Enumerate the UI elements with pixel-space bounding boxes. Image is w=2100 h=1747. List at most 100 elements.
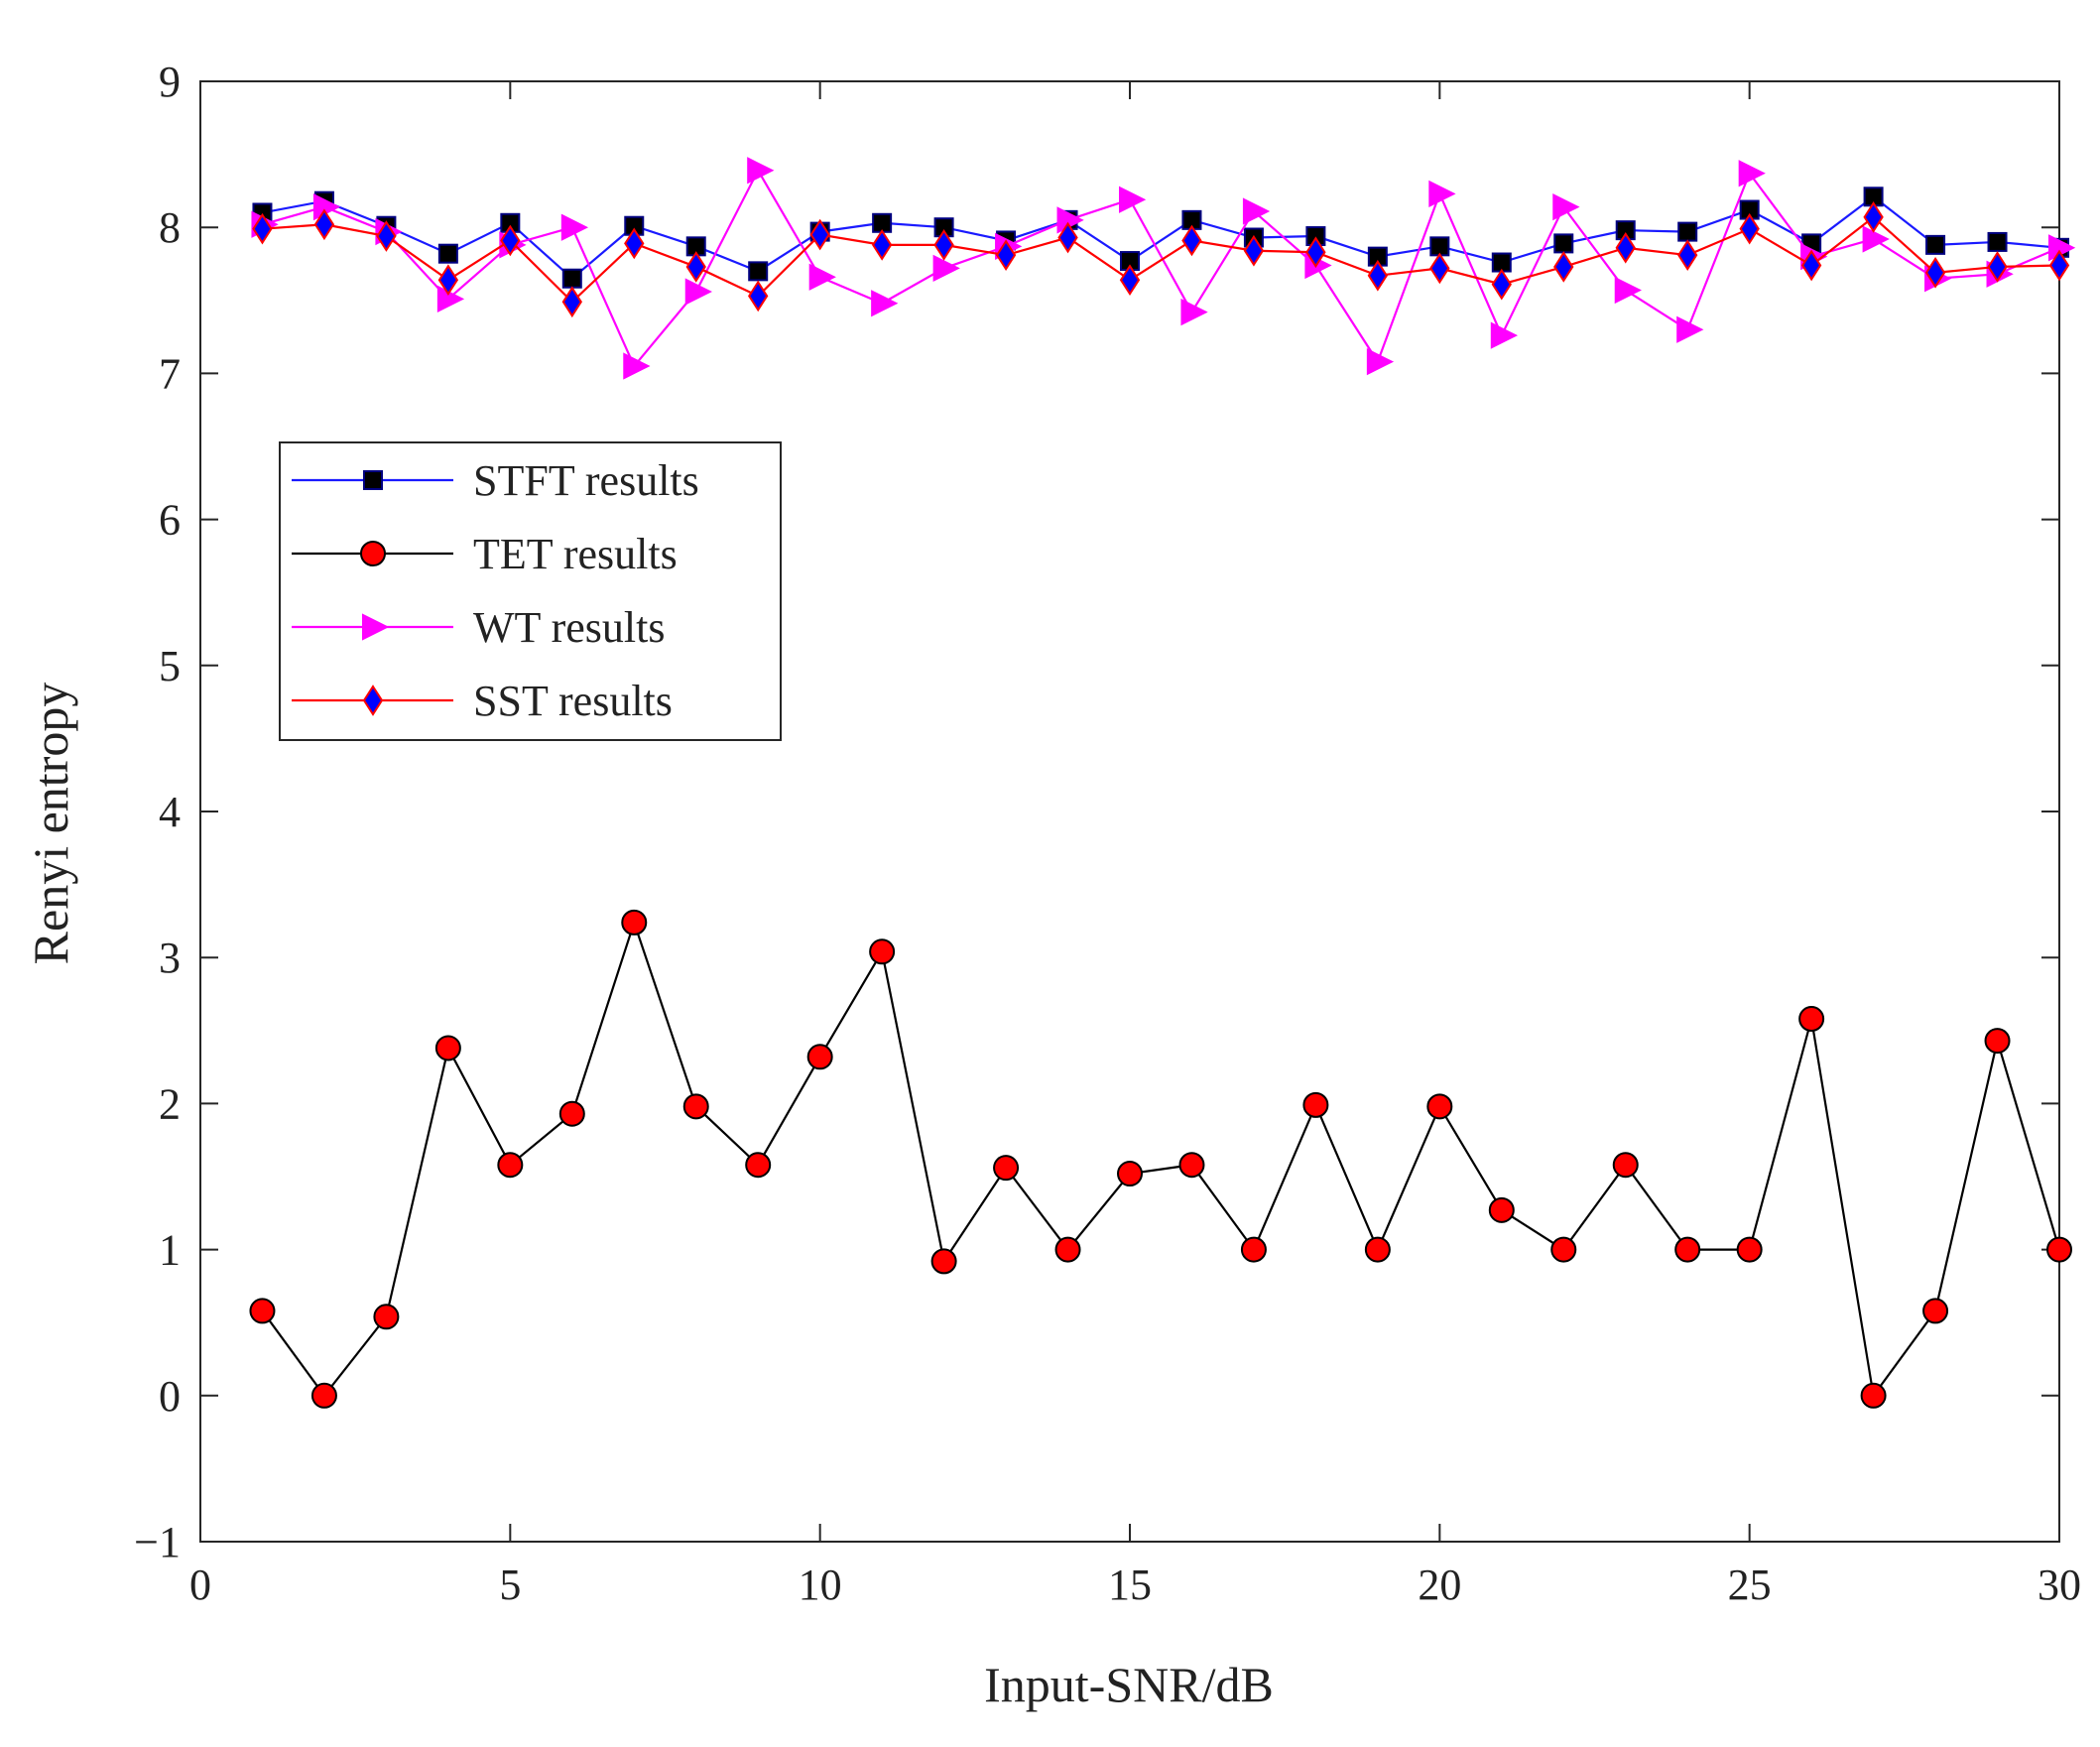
data-point-tet-results xyxy=(1240,1236,1267,1263)
data-point-wt-results xyxy=(747,157,775,185)
data-point-tet-results xyxy=(930,1248,957,1275)
data-point-tet-results xyxy=(1117,1161,1143,1187)
data-point-wt-results xyxy=(1862,225,1890,253)
legend-marker-sst-results xyxy=(362,685,384,716)
series-line-tet-results xyxy=(261,919,2061,1399)
data-point-tet-results xyxy=(993,1155,1020,1182)
data-point-tet-results xyxy=(373,1304,400,1330)
data-point-tet-results xyxy=(621,909,648,936)
data-point-tet-results xyxy=(1798,1006,1825,1033)
data-point-wt-results xyxy=(1614,276,1642,305)
data-point-tet-results xyxy=(1674,1236,1701,1263)
data-point-stft-results xyxy=(561,268,582,289)
data-point-sst-results xyxy=(995,239,1017,272)
data-point-wt-results xyxy=(436,285,465,312)
data-point-sst-results xyxy=(748,280,769,312)
data-point-sst-results xyxy=(1243,234,1265,267)
data-point-wt-results xyxy=(1119,186,1147,213)
data-point-stft-results xyxy=(1925,234,1946,255)
data-point-tet-results xyxy=(1054,1236,1081,1263)
data-point-tet-results xyxy=(434,1035,461,1061)
data-point-sst-results xyxy=(1429,252,1450,285)
data-point-sst-results xyxy=(1800,249,1822,282)
y-tick-label: 6 xyxy=(159,496,181,545)
data-point-tet-results xyxy=(249,1298,276,1324)
data-point-sst-results xyxy=(1924,256,1946,289)
data-point-tet-results xyxy=(806,1044,833,1070)
y-tick-label: 3 xyxy=(159,934,181,982)
data-point-wt-results xyxy=(1490,321,1519,349)
y-tick-label: 4 xyxy=(159,788,181,836)
legend-label-wt-results: WT results xyxy=(473,603,666,652)
data-point-sst-results xyxy=(624,227,645,260)
data-point-wt-results xyxy=(684,278,712,306)
x-axis-label: Input-SNR/dB xyxy=(984,1657,1274,1712)
y-tick-label: 1 xyxy=(159,1226,181,1275)
series-sst-results xyxy=(252,201,2070,318)
data-point-tet-results xyxy=(1612,1152,1639,1179)
y-tick-label: 2 xyxy=(159,1079,181,1128)
data-point-sst-results xyxy=(561,286,582,318)
data-point-wt-results xyxy=(1552,192,1580,221)
data-point-tet-results xyxy=(310,1382,337,1409)
data-point-sst-results xyxy=(1987,251,2008,283)
series-wt-results xyxy=(251,157,2076,380)
y-tick-label: 9 xyxy=(159,58,181,106)
legend-marker-tet-results xyxy=(360,541,386,566)
data-point-stft-results xyxy=(1677,221,1698,242)
x-tick-label: 5 xyxy=(499,1560,521,1609)
data-point-tet-results xyxy=(2046,1236,2072,1263)
series-layer xyxy=(249,157,2076,1409)
y-tick-label: 0 xyxy=(159,1372,181,1421)
y-tick-label: −1 xyxy=(134,1518,181,1566)
data-point-wt-results xyxy=(871,290,899,317)
x-tick-label: 20 xyxy=(1418,1560,1461,1609)
data-point-stft-results xyxy=(748,261,769,282)
data-point-tet-results xyxy=(745,1152,772,1179)
x-tick-label: 30 xyxy=(2038,1560,2081,1609)
series-line-sst-results xyxy=(262,215,2060,304)
legend-label-sst-results: SST results xyxy=(473,677,673,725)
data-point-tet-results xyxy=(1860,1382,1887,1409)
data-point-stft-results xyxy=(437,243,458,264)
data-point-sst-results xyxy=(376,220,397,252)
data-point-sst-results xyxy=(685,251,706,283)
data-point-wt-results xyxy=(623,352,651,380)
data-point-wt-results xyxy=(1366,348,1395,376)
data-point-sst-results xyxy=(252,212,273,245)
data-point-tet-results xyxy=(682,1093,709,1120)
data-point-sst-results xyxy=(1615,231,1636,264)
x-tick-label: 10 xyxy=(799,1560,842,1609)
series-stft-results xyxy=(252,187,2069,289)
data-point-sst-results xyxy=(2048,249,2070,282)
data-point-sst-results xyxy=(933,229,954,261)
data-point-sst-results xyxy=(1677,239,1698,272)
x-tick-label: 0 xyxy=(189,1560,211,1609)
data-point-tet-results xyxy=(1426,1093,1453,1120)
y-tick-label: 7 xyxy=(159,349,181,398)
data-point-stft-results xyxy=(1553,233,1574,254)
legend-label-stft-results: STFT results xyxy=(473,456,699,505)
data-point-sst-results xyxy=(313,208,335,241)
data-point-wt-results xyxy=(560,213,589,241)
data-point-tet-results xyxy=(1736,1236,1763,1263)
data-point-sst-results xyxy=(1553,251,1574,283)
legend-label-tet-results: TET results xyxy=(473,530,678,578)
legend-box xyxy=(279,441,782,741)
data-point-sst-results xyxy=(1491,268,1512,301)
data-point-tet-results xyxy=(1984,1028,2011,1055)
data-point-tet-results xyxy=(869,938,896,965)
data-point-sst-results xyxy=(500,224,521,257)
data-point-wt-results xyxy=(932,254,960,283)
data-point-tet-results xyxy=(558,1100,585,1127)
data-point-wt-results xyxy=(808,263,836,291)
data-point-tet-results xyxy=(1178,1152,1205,1179)
data-point-sst-results xyxy=(1119,264,1141,297)
data-point-sst-results xyxy=(1367,259,1389,292)
x-tick-label: 15 xyxy=(1108,1560,1152,1609)
data-point-tet-results xyxy=(1922,1298,1949,1324)
data-point-wt-results xyxy=(1242,197,1271,225)
